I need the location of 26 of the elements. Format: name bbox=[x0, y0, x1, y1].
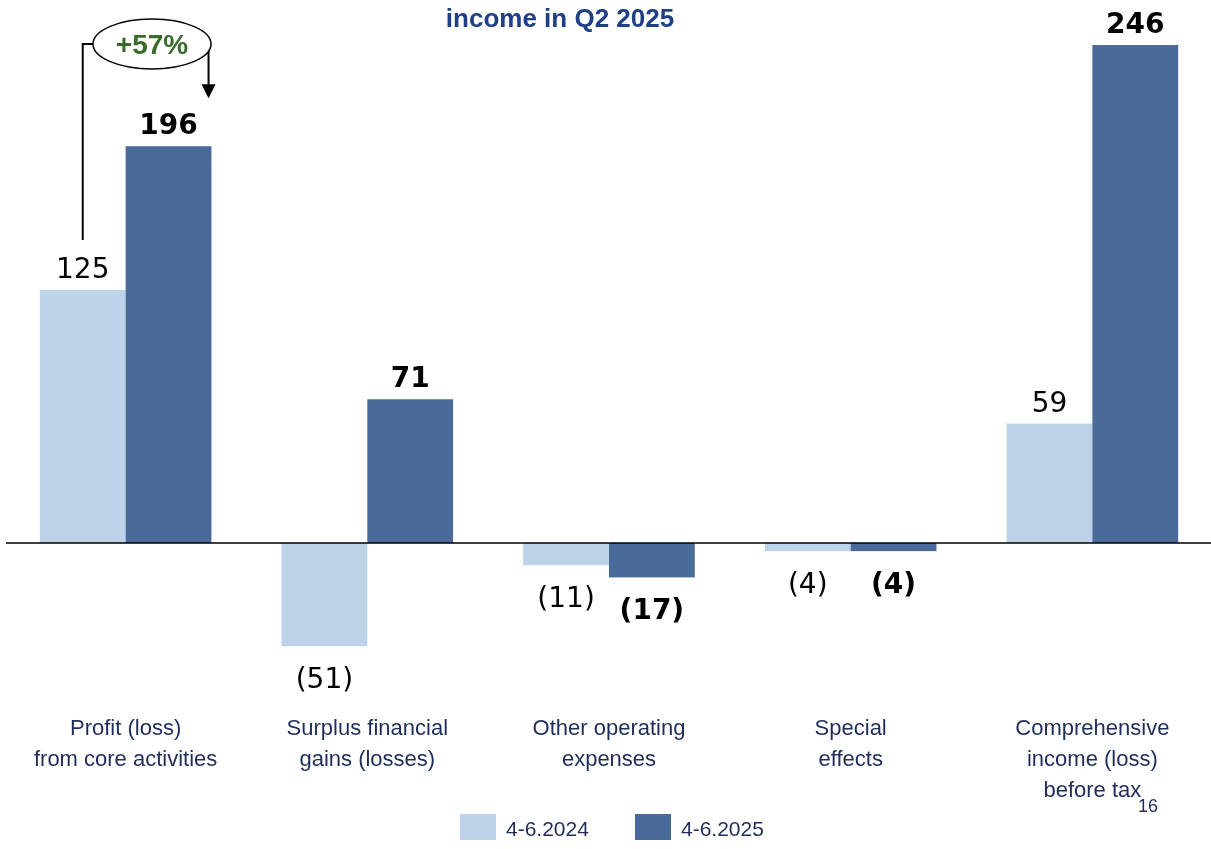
data-label: (17) bbox=[619, 593, 685, 627]
x-tick-label: Profit (loss) from core activities bbox=[33, 715, 218, 771]
bar bbox=[1092, 45, 1179, 543]
x-tick-label: Other operating expenses bbox=[532, 715, 686, 771]
data-label: 71 bbox=[390, 361, 430, 395]
bar bbox=[281, 543, 368, 647]
legend-label: 4-6.2024 bbox=[506, 817, 590, 840]
legend-label: 4-6.2025 bbox=[681, 817, 764, 840]
data-label: 59 bbox=[1031, 385, 1068, 419]
data-label: 125 bbox=[56, 251, 110, 285]
bar bbox=[125, 146, 212, 543]
data-label: (51) bbox=[295, 662, 354, 696]
bar bbox=[1006, 423, 1093, 543]
annotation: +57% bbox=[115, 29, 189, 60]
data-label: 196 bbox=[139, 108, 198, 142]
bar bbox=[609, 543, 695, 578]
data-label: 246 bbox=[1106, 7, 1165, 40]
chart-title: income in Q2 2025 bbox=[445, 3, 675, 34]
x-tick-label: Special effects bbox=[814, 715, 887, 771]
data-label: (4) bbox=[787, 567, 828, 601]
data-label: (11) bbox=[537, 581, 595, 615]
bar bbox=[367, 399, 454, 543]
x-tick-label: Surplus financial gains (losses) bbox=[286, 715, 449, 771]
bar bbox=[39, 289, 126, 543]
data-label: (4) bbox=[871, 567, 917, 601]
bar bbox=[523, 543, 609, 566]
